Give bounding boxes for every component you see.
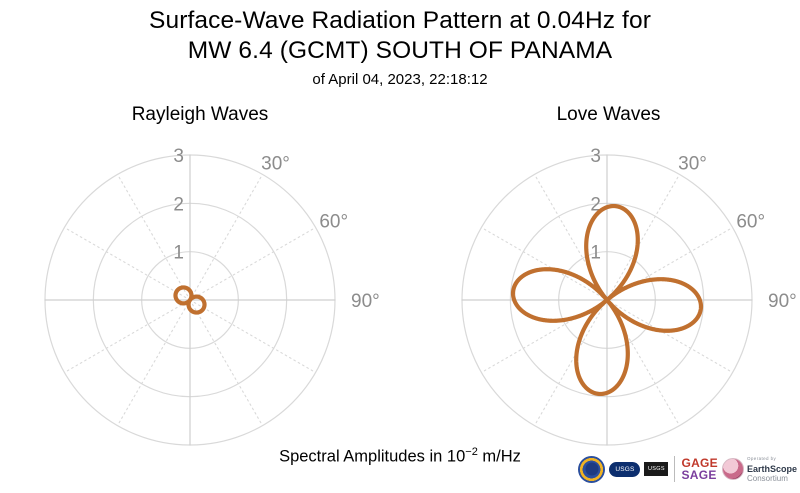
angle-label-30: 30°: [678, 153, 707, 174]
panel-title-love: Love Waves: [556, 104, 661, 125]
footer-caption-prefix: Spectral Amplitudes in 10: [279, 447, 466, 466]
earthscope-name: EarthScope: [746, 464, 797, 474]
earthscope-mark-icon: [721, 458, 744, 480]
grid-spoke-330: [116, 173, 191, 301]
radiation-pattern-curve: [510, 203, 704, 397]
panel-love: Love Waves 1 2 3 30° 60° 90°: [417, 104, 800, 460]
grid-spoke-120: [606, 299, 734, 374]
r-tick-label-1: 1: [173, 243, 184, 264]
gage-sage-logo: GAGE SAGE: [681, 455, 718, 482]
footer-caption-suffix: m/Hz: [477, 447, 521, 466]
r-tick-label-3: 3: [590, 146, 601, 167]
earthscope-logo: Operated by EarthScope Consortium: [721, 454, 797, 484]
grid-spoke-300: [480, 226, 608, 301]
angle-label-90: 90°: [351, 291, 380, 312]
usgs-logo-icon: USGS: [609, 461, 641, 477]
r-tick-label-2: 2: [173, 194, 184, 215]
earthscope-text: Operated by EarthScope Consortium: [747, 454, 797, 484]
panel-title-rayleigh: Rayleigh Waves: [131, 104, 269, 125]
footer-caption-exponent: −2: [465, 446, 478, 458]
polar-chart-love-svg: 1 2 3 30° 60° 90°: [461, 146, 797, 446]
logo-strip: USGS USGS GAGE SAGE Operated by EarthSco…: [578, 450, 797, 488]
title-subtitle: of April 04, 2023, 22:18:12: [312, 71, 488, 88]
angle-label-60: 60°: [319, 212, 348, 233]
earthscope-tagline: Operated by: [746, 456, 777, 461]
polar-plot-rayleigh: 1 2 3 30° 60° 90°: [0, 130, 400, 460]
r-tick-label-2: 2: [590, 194, 601, 215]
logo-divider: [674, 456, 676, 482]
r-tick-label-1: 1: [590, 243, 601, 264]
grid-spoke-150: [189, 299, 264, 427]
grid-spoke-300: [63, 226, 191, 301]
radiation-pattern-curve: [173, 285, 207, 315]
grid-spoke-30: [189, 173, 264, 301]
nsf-logo-icon: [578, 455, 606, 483]
polar-chart-rayleigh-svg: 1 2 3 30° 60° 90°: [44, 146, 380, 446]
grid-spoke-330: [533, 173, 608, 301]
grid-spoke-150: [606, 299, 681, 427]
title-line-2: MW 6.4 (GCMT) SOUTH OF PANAMA: [187, 37, 613, 64]
r-tick-label-3: 3: [173, 146, 184, 167]
grid-spoke-60: [189, 226, 317, 301]
usgs-badge-icon: USGS: [644, 462, 669, 476]
grid-spoke-240: [63, 299, 191, 374]
sage-label: SAGE: [681, 468, 717, 482]
title-line-1: Surface-Wave Radiation Pattern at 0.04Hz…: [149, 7, 651, 34]
grid-spoke-210: [533, 299, 608, 427]
panel-rayleigh: Rayleigh Waves 1 2 3 30° 60° 90°: [0, 104, 400, 460]
usgs-logo-label: USGS: [615, 465, 635, 473]
usgs-badge-label: USGS: [648, 466, 665, 472]
angle-label-60: 60°: [736, 212, 765, 233]
grid-spoke-240: [480, 299, 608, 374]
grid-spoke-120: [189, 299, 317, 374]
grid-spoke-30: [606, 173, 681, 301]
polar-plot-love: 1 2 3 30° 60° 90°: [417, 130, 800, 460]
angle-label-30: 30°: [261, 153, 290, 174]
title-block: Surface-Wave Radiation Pattern at 0.04Hz…: [0, 6, 800, 91]
gage-label: GAGE: [681, 455, 718, 470]
footer-caption: Spectral Amplitudes in 10−2 m/Hz: [0, 446, 800, 467]
earthscope-sub: Consortium: [746, 474, 788, 483]
grid-spoke-60: [606, 226, 734, 301]
grid-spoke-210: [116, 299, 191, 427]
angle-label-90: 90°: [768, 291, 797, 312]
